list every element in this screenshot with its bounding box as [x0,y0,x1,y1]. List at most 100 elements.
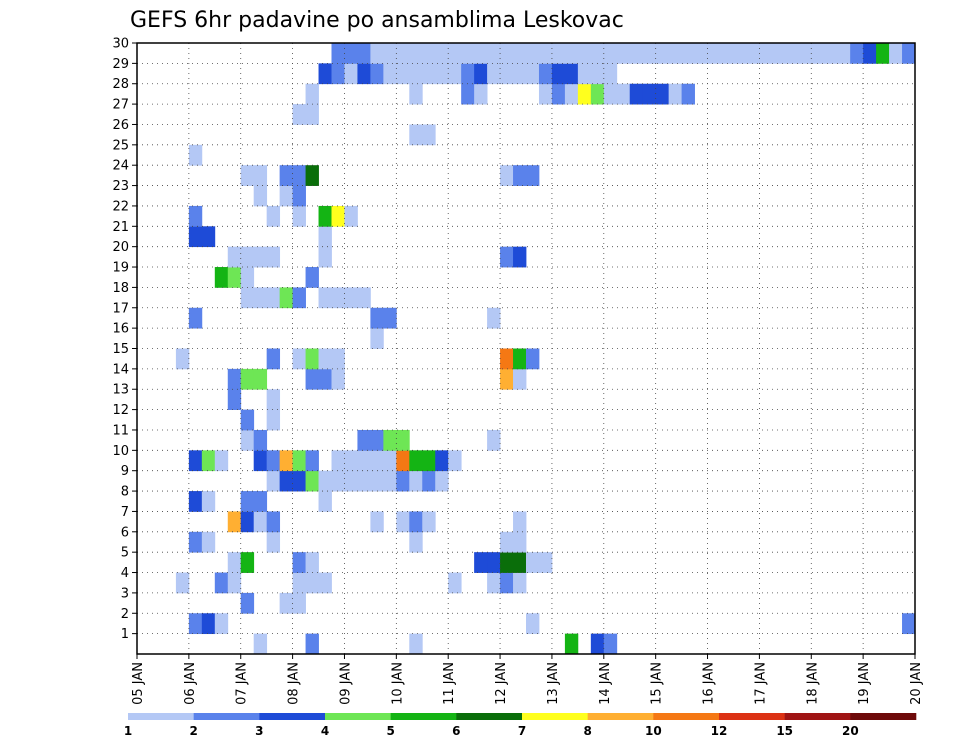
heatmap-cell [383,429,397,451]
heatmap-cell [422,63,436,85]
heatmap-cell [266,389,281,410]
heatmap-cell [370,307,384,329]
heatmap-cell [331,43,345,64]
heatmap-cell [292,104,306,125]
heatmap-cell [331,287,345,309]
heatmap-cell [798,43,812,64]
heatmap-cell [513,43,527,64]
heatmap-cell [474,83,488,105]
chart-title: GEFS 6hr padavine po ansamblima Leskovac [130,8,624,33]
heatmap-cell [772,43,786,64]
heatmap-cell [292,348,306,370]
heatmap-cell [603,83,618,105]
colorbar-swatch [325,713,391,720]
heatmap-cell [422,43,436,64]
heatmap-cell [902,43,916,64]
heatmap-cell [253,185,268,207]
heatmap-cell [370,470,384,492]
y-tick-label: 3 [121,586,129,601]
heatmap-cell [500,63,514,85]
y-tick-label: 25 [112,138,129,153]
colorbar-swatch [719,713,785,720]
colorbar-swatch [784,713,851,720]
heatmap-cell [409,531,423,553]
heatmap-cell [435,63,449,85]
heatmap-cell [383,470,397,492]
colorbar-label: 5 [386,724,394,738]
colorbar-label: 6 [452,724,460,738]
heatmap-cell [188,450,203,472]
heatmap-cell [292,592,306,614]
heatmap-cell [292,552,306,573]
heatmap-cell [305,267,319,288]
heatmap-cell [655,43,670,64]
heatmap-cell [370,43,384,64]
heatmap-cell [279,287,293,309]
heatmap-cell [538,83,553,105]
heatmap-cell [383,450,397,472]
colorbar-swatch [522,713,588,720]
heatmap-cell [487,429,501,451]
heatmap-cell [357,429,371,451]
heatmap-cell [253,511,268,533]
heatmap-cell [513,572,527,594]
cells-layer [175,43,916,655]
heatmap-cell [214,450,229,472]
x-tick-label: 07 JAN [235,662,250,705]
heatmap-cell [629,43,644,64]
heatmap-cell [357,43,371,64]
heatmap-cell [240,267,255,288]
heatmap-cell [577,83,592,105]
heatmap-cell [513,511,527,533]
heatmap-cell [422,470,436,492]
colorbar-label: 8 [583,724,591,738]
y-tick-label: 29 [112,57,129,72]
colorbar: 1 2 3 4 5 6 7 8 10 12 15 20 [124,713,917,738]
heatmap-cell [370,450,384,472]
heatmap-cell [279,185,293,207]
heatmap-cell [370,63,384,85]
heatmap-cell [526,613,540,635]
heatmap-cell [318,470,332,492]
heatmap-cell [538,43,553,64]
heatmap-cell [902,613,916,635]
heatmap-cell [461,43,475,64]
heatmap-cell [759,43,773,64]
heatmap-cell [487,572,501,594]
heatmap-cell [487,63,501,85]
heatmap-cell [266,531,281,553]
heatmap-cell [500,165,514,186]
heatmap-cell [240,491,255,512]
heatmap-cell [370,328,384,349]
heatmap-cell [474,552,488,573]
heatmap-cell [720,43,734,64]
heatmap-cell [811,43,825,64]
colorbar-swatch [259,713,326,720]
y-tick-label: 15 [112,342,129,357]
heatmap-cell [357,287,371,309]
x-tick-label: 14 JAN [598,662,613,705]
heatmap-cell [513,246,527,268]
heatmap-cell [526,165,540,186]
heatmap-cell [500,531,514,553]
heatmap-cell [292,165,306,186]
heatmap-cell [201,226,216,248]
x-tick-label: 12 JAN [494,662,509,705]
colorbar-label: 4 [321,724,329,738]
heatmap-cell [292,470,306,492]
heatmap-cell [331,368,345,390]
y-tick-label: 28 [112,77,129,92]
heatmap-cell [253,368,268,390]
heatmap-cell [305,348,319,370]
heatmap-cell [616,83,631,105]
heatmap-cell [253,165,268,186]
y-tick-label: 5 [121,546,129,561]
heatmap-cell [513,531,527,553]
heatmap-cell [396,43,410,64]
heatmap-cell [448,63,462,85]
heatmap-cell [279,592,293,614]
heatmap-cell [746,43,760,64]
heatmap-cell [253,287,268,309]
heatmap-cell [577,43,592,64]
heatmap-cell [409,450,423,472]
